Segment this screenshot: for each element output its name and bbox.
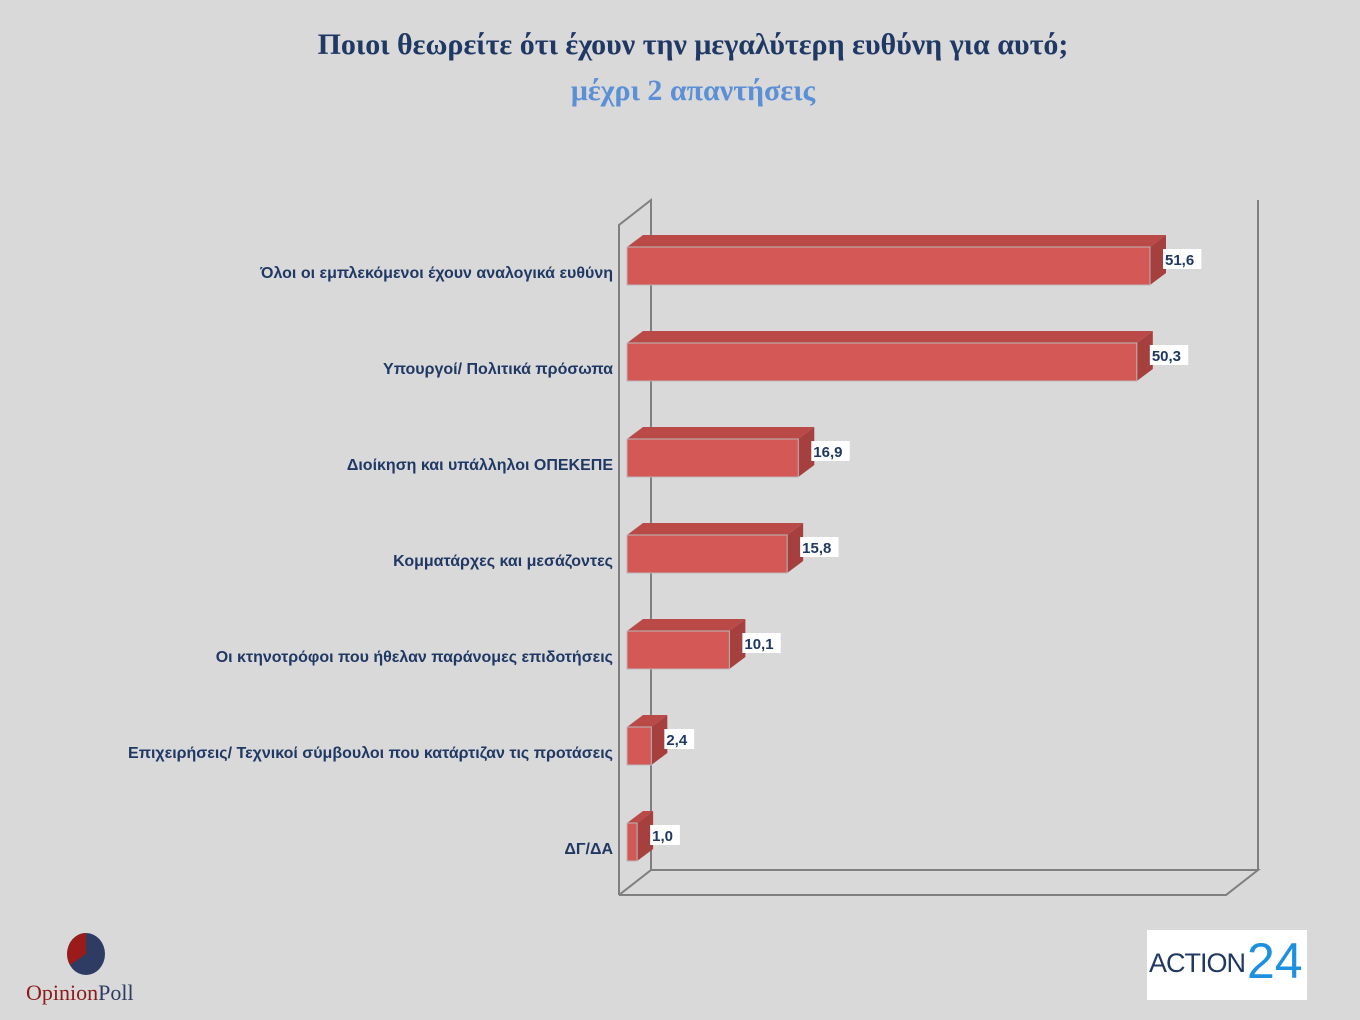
category-label: Επιχειρήσεις/ Τεχνικοί σύμβουλοι που κατ… [128,745,613,762]
bar-top [627,235,1166,247]
bar [626,246,1151,286]
bar-side [651,715,668,765]
bar-side [637,811,654,861]
data-label-bg [742,633,781,653]
chart-subtitle: μέχρι 2 απαντήσεις [570,74,816,107]
data-label: 51,6 [1165,252,1194,269]
bar-top [627,715,668,727]
logo-text-action: ACTION [1149,948,1246,978]
data-label-bg [664,729,695,749]
bar [626,630,730,670]
bar-side [1136,331,1153,381]
logo-text-poll: Poll [98,980,134,1005]
bar-group: 51,6 Όλοι οι εμπλεκόμενοι έχουν αναλογικά… [259,235,1202,286]
category-label: Υπουργοί/ Πολιτικά πρόσωπα [383,361,613,378]
action24-logo: ACTION 24 [1147,930,1307,1000]
bar-group: 2,4 Επιχειρήσεις/ Τεχνικοί σύμβουλοι που … [128,715,695,766]
chart-frame [618,197,1261,896]
bar-top [627,427,815,439]
bar-top [627,523,804,535]
opinion-poll-logo: OpinionPoll [26,932,148,1012]
category-label: Διοίκηση και υπάλληλοι ΟΠΕΚΕΠΕ [347,457,613,474]
bar-side [1150,235,1166,285]
bar-top [627,331,1153,343]
category-label: ΔΓ/ΔΑ [564,841,613,858]
bar-side [798,427,815,477]
bar-group: 16,9 Διοίκηση και υπάλληλοι ΟΠΕΚΕΠΕ [347,427,850,478]
data-label-bg [1149,345,1189,365]
bar [626,438,799,478]
bar [626,342,1138,382]
data-label-bg [650,825,680,845]
pie-logo-icon [67,933,105,975]
bar [626,534,788,574]
bar-group: 10,1 Οι κτηνοτρόφοι που ήθελαν παράνομες … [216,619,781,670]
bar-top [627,619,746,631]
data-label: 2,4 [666,732,688,749]
category-label: Κομματάρχες και μεσάζοντες [393,553,613,570]
data-label-bg [800,537,839,557]
bar-top [627,811,654,823]
bar-side [729,619,746,669]
bar-side [787,523,804,573]
bar-group: 50,3 Υπουργοί/ Πολιτικά πρόσωπα [383,331,1189,382]
bar [626,822,638,862]
bar-group: 15,8 Κομματάρχες και μεσάζοντες [393,523,839,574]
chart-title: Ποιοι θεωρείτε ότι έχουν την μεγαλύτερη … [317,28,1069,61]
data-label: 10,1 [744,636,773,653]
logo-text-opinion: Opinion [26,980,99,1005]
category-label: Όλοι οι εμπλεκόμενοι έχουν αναλογικά ευθ… [259,265,613,282]
logo-text-24: 24 [1247,933,1303,989]
bar-group: 1,0 ΔΓ/ΔΑ [564,811,680,862]
bar [626,726,652,766]
data-label: 1,0 [652,828,673,845]
category-label: Οι κτηνοτρόφοι που ήθελαν παράνομες επιδ… [216,649,613,666]
data-label-bg [811,441,850,461]
data-label: 50,3 [1152,348,1181,365]
data-label: 15,8 [802,540,831,557]
data-label: 16,9 [813,444,842,461]
data-label-bg [1163,249,1202,269]
